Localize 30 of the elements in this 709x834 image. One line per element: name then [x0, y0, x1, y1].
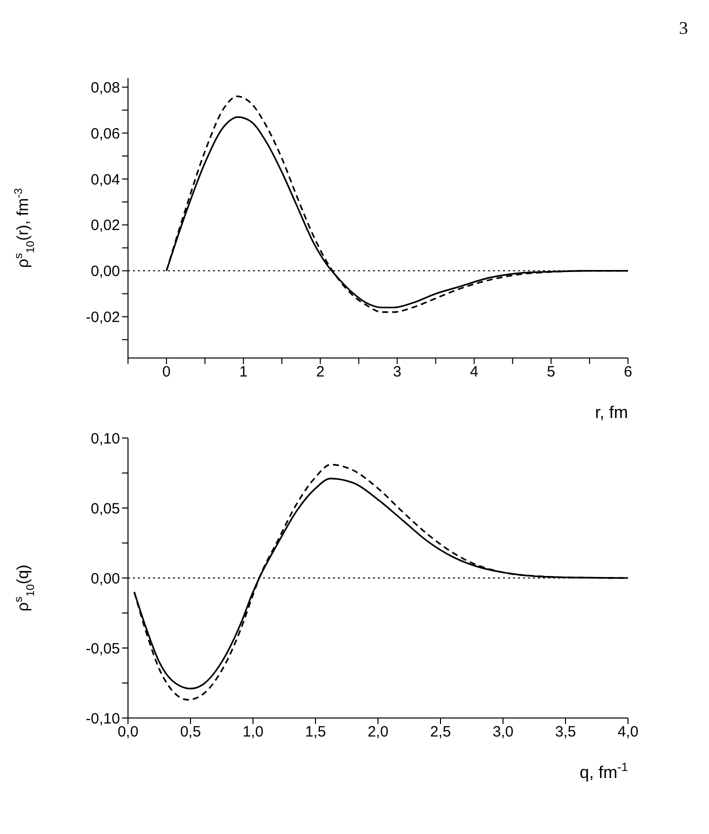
- x-tick-label: 1: [239, 364, 248, 381]
- y-tick-label: -0,05: [86, 640, 120, 658]
- y-tick-label: 0,10: [90, 430, 120, 448]
- x-tick-label: 6: [624, 364, 632, 381]
- y-tick-label: 0,04: [90, 171, 120, 188]
- x-tick-label: 2: [316, 364, 324, 381]
- x-tick-label: 0,5: [180, 724, 201, 741]
- y-tick-label: 0,05: [90, 500, 120, 518]
- y-tick-label: 0,02: [90, 217, 120, 234]
- text: 3: [679, 18, 688, 39]
- x-tick-label: 1,0: [242, 724, 264, 741]
- x-tick-label: 3,0: [492, 724, 514, 741]
- x-tick-label: 0: [162, 364, 171, 381]
- x-axis-title: r, fm: [594, 403, 628, 422]
- x-tick-label: 2,0: [368, 724, 388, 741]
- y-tick-label: 0,00: [90, 570, 120, 588]
- x-tick-label: 4,0: [618, 724, 638, 741]
- y-tick-label: -0,02: [86, 309, 120, 326]
- y-tick-label: -0,10: [86, 710, 120, 728]
- x-tick-label: 2,5: [430, 724, 451, 741]
- y-tick-label: 0,00: [90, 263, 120, 280]
- x-tick-label: 1,5: [305, 724, 326, 741]
- y-tick-label: 0,08: [90, 80, 120, 97]
- y-tick-label: 0,06: [90, 125, 120, 142]
- x-tick-label: 0,0: [118, 724, 138, 741]
- x-axis-title: q, fm$^{-1}$: [580, 760, 628, 782]
- x-tick-label: 4: [470, 364, 478, 381]
- x-tick-label: 5: [546, 364, 556, 381]
- x-tick-label: 3,5: [555, 724, 576, 741]
- x-tick-label: 3: [393, 364, 402, 381]
